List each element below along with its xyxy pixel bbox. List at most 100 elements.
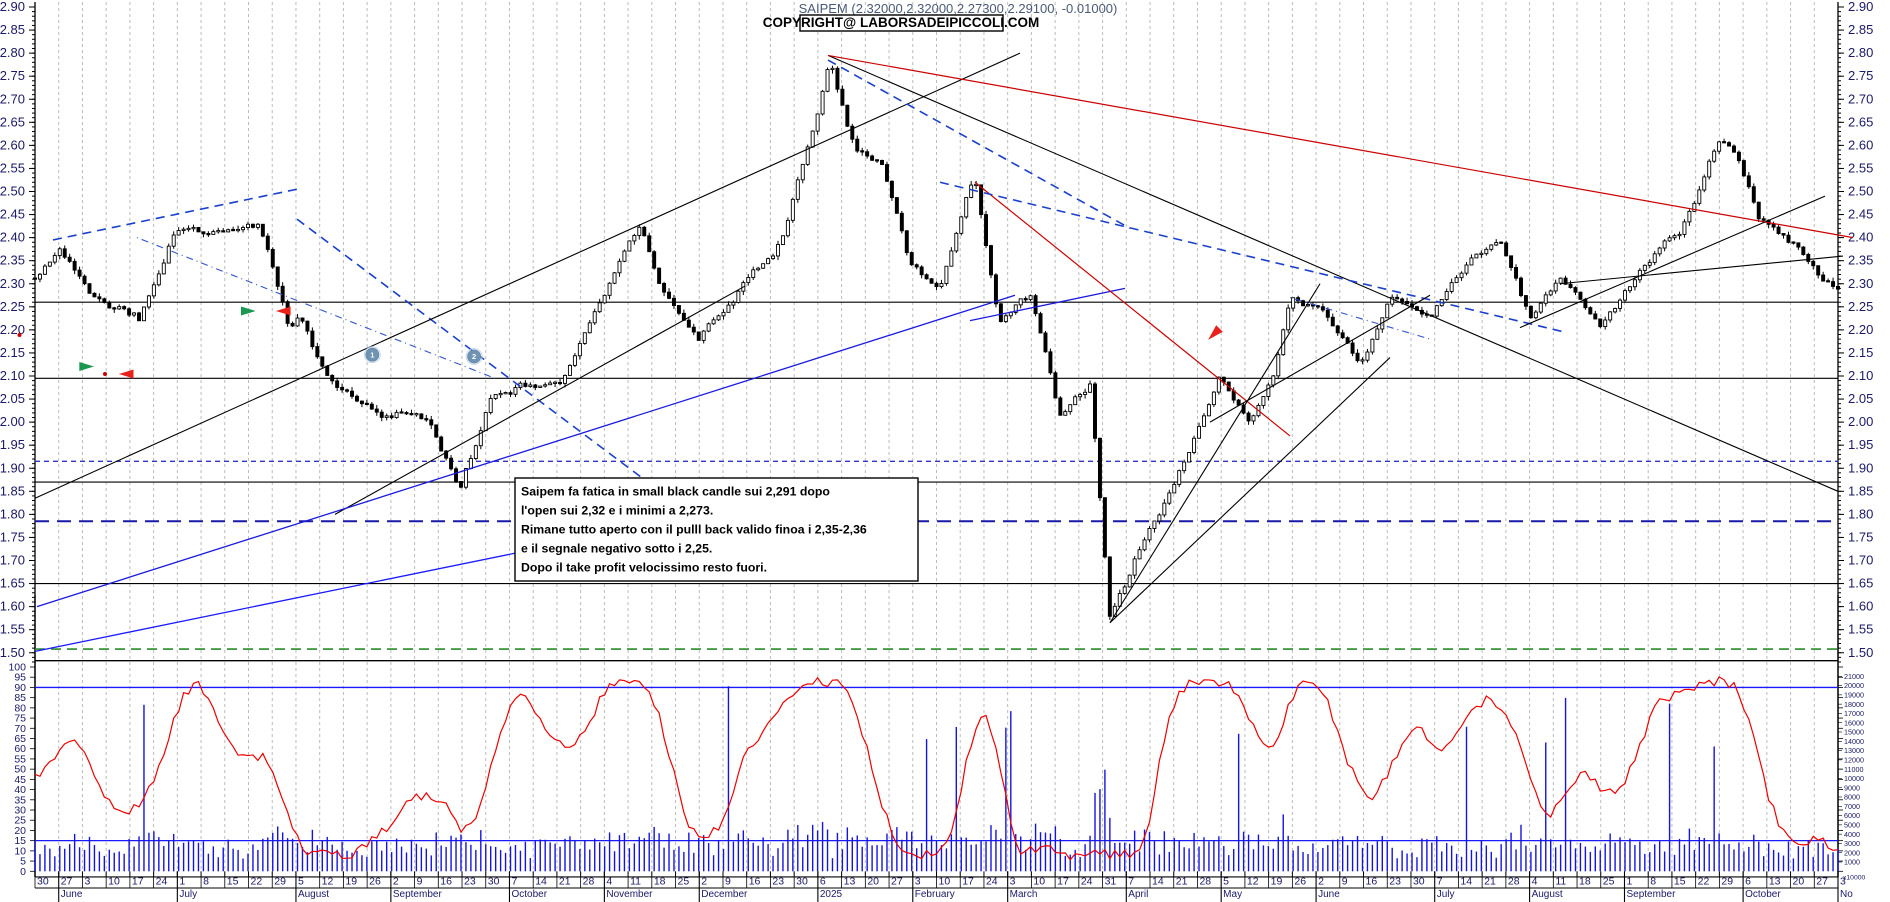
svg-text:2.60: 2.60 (1848, 137, 1873, 152)
svg-text:2.25: 2.25 (0, 299, 25, 314)
svg-text:September: September (1626, 889, 1676, 900)
svg-text:June: June (61, 889, 83, 900)
svg-text:Rimane tutto aperto con il pul: Rimane tutto aperto con il pulll back va… (521, 523, 867, 537)
svg-text:18000: 18000 (1844, 700, 1864, 709)
svg-text:21000: 21000 (1844, 672, 1864, 681)
svg-text:December: December (701, 889, 748, 900)
svg-text:1.65: 1.65 (0, 576, 25, 591)
svg-text:1.80: 1.80 (0, 506, 25, 521)
svg-text:2.15: 2.15 (0, 345, 25, 360)
svg-text:2.00: 2.00 (1848, 414, 1873, 429)
svg-text:2.35: 2.35 (1848, 253, 1873, 268)
svg-text:2.90: 2.90 (0, 0, 25, 14)
svg-text:2.30: 2.30 (0, 276, 25, 291)
svg-text:16000: 16000 (1844, 718, 1864, 727)
svg-text:1.85: 1.85 (1848, 483, 1873, 498)
svg-text:August: August (1532, 889, 1563, 900)
svg-text:19000: 19000 (1844, 690, 1864, 699)
svg-text:1.85: 1.85 (0, 483, 25, 498)
svg-text:2.75: 2.75 (1848, 68, 1873, 83)
svg-text:1.70: 1.70 (1848, 553, 1873, 568)
svg-text:2.65: 2.65 (0, 114, 25, 129)
svg-text:2.10: 2.10 (1848, 368, 1873, 383)
svg-text:February: February (915, 889, 955, 900)
svg-text:March: March (1010, 889, 1038, 900)
svg-text:3000: 3000 (1844, 839, 1860, 848)
svg-text:2.75: 2.75 (0, 68, 25, 83)
svg-text:2025: 2025 (820, 889, 843, 900)
svg-text:1000: 1000 (1844, 858, 1860, 867)
svg-text:COPYRIGHT@ LABORSADEIPICCOLI.C: COPYRIGHT@ LABORSADEIPICCOLI.COM (763, 15, 1039, 30)
svg-text:13000: 13000 (1844, 746, 1864, 755)
svg-text:2.55: 2.55 (0, 160, 25, 175)
svg-text:5000: 5000 (1844, 820, 1860, 829)
svg-text:14000: 14000 (1844, 737, 1864, 746)
svg-text:2: 2 (472, 352, 476, 361)
svg-text:2.80: 2.80 (1848, 45, 1873, 60)
svg-text:1.90: 1.90 (0, 460, 25, 475)
svg-text:2.45: 2.45 (1848, 207, 1873, 222)
svg-text:1.70: 1.70 (0, 553, 25, 568)
svg-text:2.40: 2.40 (0, 230, 25, 245)
svg-text:1.55: 1.55 (1848, 622, 1873, 637)
svg-text:2.70: 2.70 (0, 91, 25, 106)
svg-text:1.60: 1.60 (1848, 599, 1873, 614)
svg-text:12000: 12000 (1844, 755, 1864, 764)
svg-text:2.55: 2.55 (1848, 160, 1873, 175)
svg-text:3: 3 (1840, 876, 1846, 888)
svg-text:May: May (1223, 889, 1242, 900)
svg-text:2.35: 2.35 (0, 253, 25, 268)
svg-text:June: June (1318, 889, 1340, 900)
svg-text:2.00: 2.00 (0, 414, 25, 429)
svg-text:1.55: 1.55 (0, 622, 25, 637)
svg-text:l'open sui 2,32 e i minimi a 2: l'open sui 2,32 e i minimi a 2,273. (521, 504, 713, 518)
svg-text:1.50: 1.50 (0, 645, 25, 660)
svg-text:2.50: 2.50 (1848, 184, 1873, 199)
svg-text:6000: 6000 (1844, 811, 1860, 820)
svg-text:Saipem fa fatica in small blac: Saipem fa fatica in small black candle s… (521, 485, 830, 499)
svg-text:2.15: 2.15 (1848, 345, 1873, 360)
svg-text:1.60: 1.60 (0, 599, 25, 614)
svg-text:2.85: 2.85 (0, 22, 25, 37)
svg-text:2000: 2000 (1844, 848, 1860, 857)
svg-text:17000: 17000 (1844, 709, 1864, 718)
svg-text:0: 0 (20, 866, 26, 878)
svg-text:2.30: 2.30 (1848, 276, 1873, 291)
svg-text:2.05: 2.05 (1848, 391, 1873, 406)
svg-text:2.60: 2.60 (0, 137, 25, 152)
svg-text:2.80: 2.80 (0, 45, 25, 60)
svg-text:2.10: 2.10 (0, 368, 25, 383)
svg-text:1.65: 1.65 (1848, 576, 1873, 591)
svg-text:8000: 8000 (1844, 793, 1860, 802)
svg-text:July: July (179, 889, 197, 900)
svg-text:April: April (1128, 889, 1148, 900)
svg-text:2.05: 2.05 (0, 391, 25, 406)
svg-text:October: October (1745, 889, 1781, 900)
svg-text:20000: 20000 (1844, 681, 1864, 690)
svg-text:SAIPEM (2.32000,2.32000,2.2730: SAIPEM (2.32000,2.32000,2.27300,2.29100,… (799, 1, 1118, 16)
svg-text:1.75: 1.75 (0, 529, 25, 544)
svg-text:1.95: 1.95 (0, 437, 25, 452)
svg-text:1.50: 1.50 (1848, 645, 1873, 660)
svg-text:2.65: 2.65 (1848, 114, 1873, 129)
svg-text:November: November (606, 889, 653, 900)
svg-text:7000: 7000 (1844, 802, 1860, 811)
svg-text:2.90: 2.90 (1848, 0, 1873, 14)
svg-text:No: No (1840, 889, 1853, 900)
svg-text:2.45: 2.45 (0, 207, 25, 222)
svg-text:August: August (298, 889, 329, 900)
svg-text:2.85: 2.85 (1848, 22, 1873, 37)
svg-text:1: 1 (370, 350, 374, 359)
svg-text:1.80: 1.80 (1848, 506, 1873, 521)
svg-text:1.75: 1.75 (1848, 529, 1873, 544)
svg-text:11000: 11000 (1844, 765, 1863, 774)
svg-text:10000: 10000 (1844, 774, 1864, 783)
svg-text:2.70: 2.70 (1848, 91, 1873, 106)
svg-text:e il segnale negativo sotto i: e il segnale negativo sotto i 2,25. (521, 542, 712, 556)
svg-text:9000: 9000 (1844, 783, 1860, 792)
svg-text:September: September (393, 889, 443, 900)
svg-text:October: October (511, 889, 547, 900)
svg-text:July: July (1437, 889, 1455, 900)
svg-text:2.25: 2.25 (1848, 299, 1873, 314)
svg-text:1.90: 1.90 (1848, 460, 1873, 475)
